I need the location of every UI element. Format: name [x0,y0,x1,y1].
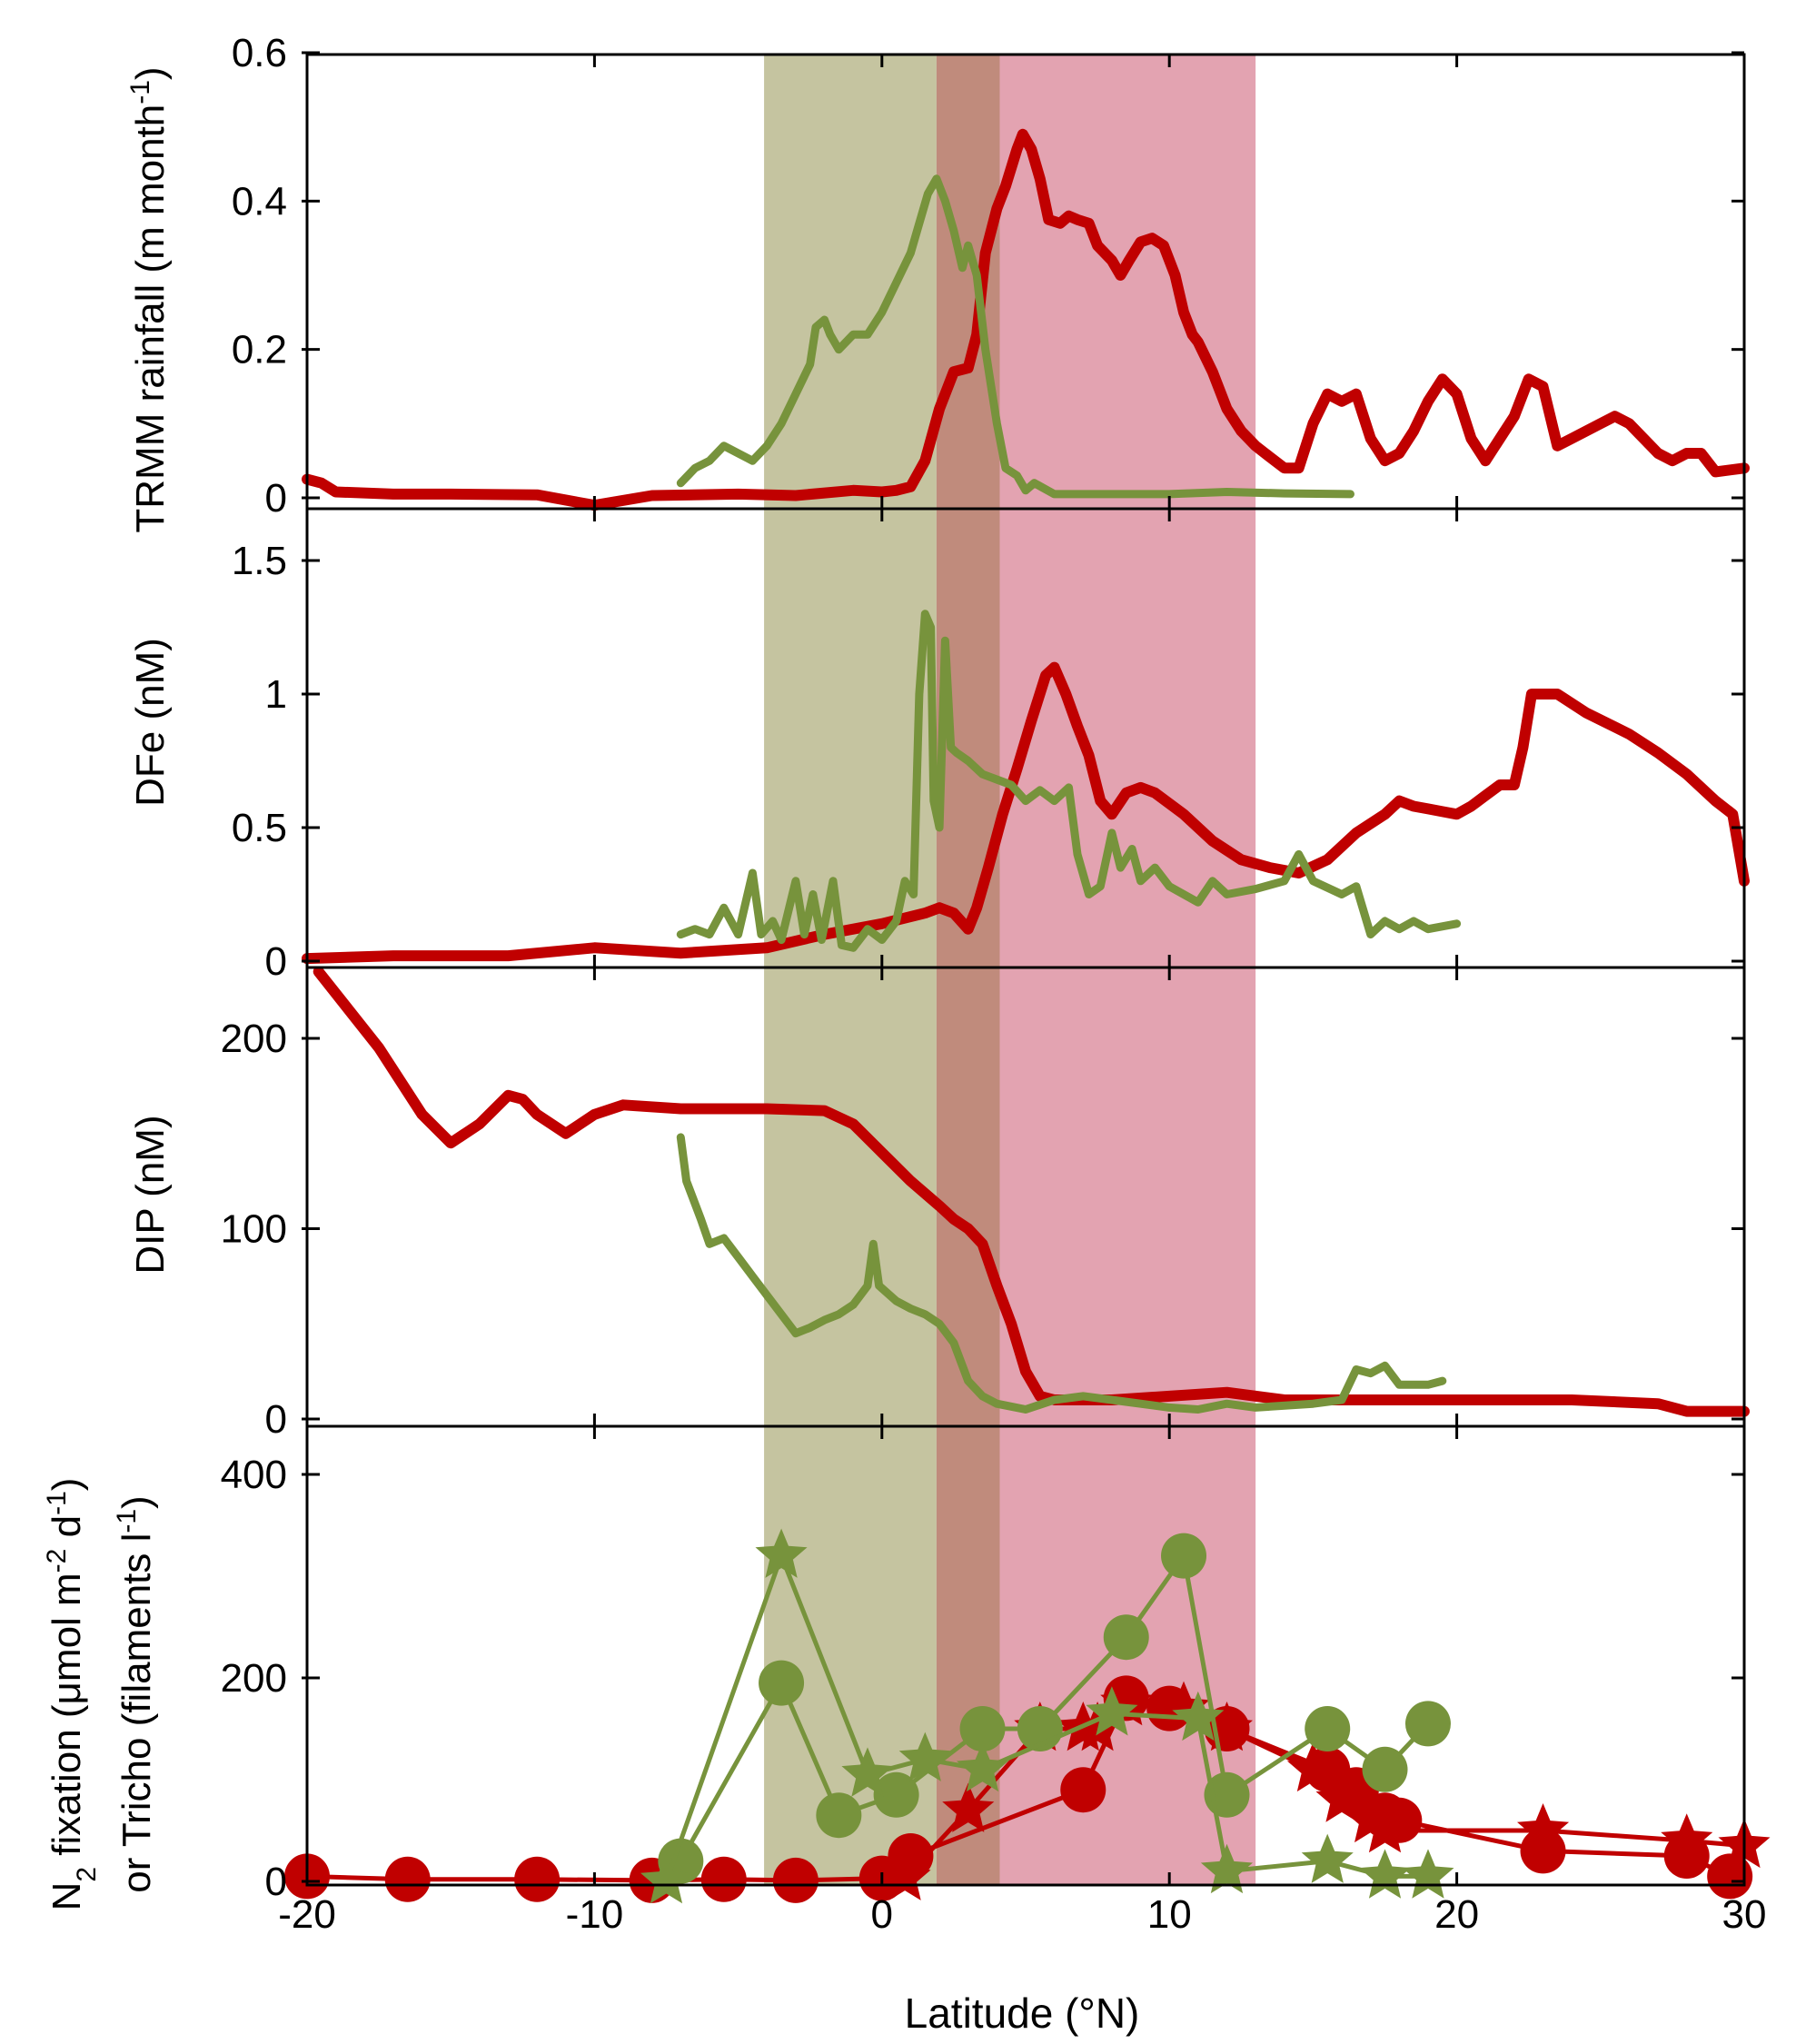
n2fix-red-star-point-9 [1286,1741,1339,1792]
n2fix-green-star-point-3 [841,1747,894,1797]
dfe-y-axis-label: DFe (nM) [128,638,173,807]
n2fix-red-circle-point-9 [1060,1767,1106,1813]
shaded-band-3 [999,55,1256,1885]
n2fix-green-circle-point-11 [1362,1746,1408,1792]
x-axis-label: Latitude (°N) [905,1989,1140,2037]
data-series [284,128,1771,1904]
dfe-series-red-1-line [302,661,1750,965]
n2fix-y-axis-label-line2: or Tricho (filaments l-1) [112,1495,160,1892]
n2fix-y-axis-label: N2 fixation (μmol m-2 d-1) [42,1478,102,1911]
n2fix-red-circle-point-19 [1707,1853,1753,1900]
n2fix-green-circle-point-7 [1103,1614,1149,1661]
n2fix-green-star-point-6 [1086,1686,1138,1736]
dip-series-green-2-line [676,1133,1447,1414]
dfe-y-tick-label-4: 1.5 [232,539,287,583]
n2fix-y-tick-label-2: 200 [221,1656,287,1701]
n2fix-red-circle-point-6 [772,1857,819,1903]
n2fix-red-circle-point-3 [514,1856,561,1902]
panel-rain [302,128,1750,511]
dfe-y-tick-label-3: 1 [265,672,287,717]
x-tick-label-3: 0 [871,1892,893,1937]
rain-y-axis-label: TRMM rainfall (m month-1) [125,66,174,532]
rain-y-tick-label-2: 0.2 [232,328,287,372]
n2fix-red-star-point-5 [1071,1702,1124,1751]
n2fix-y-tick-label-3: 400 [221,1453,287,1497]
x-tick-label-2: -10 [566,1892,624,1937]
n2fix-green-circle-point-12 [1404,1701,1451,1747]
n2fix-green-star-point-8 [1200,1843,1253,1894]
dip-y-axis-label: DIP (nM) [128,1115,173,1274]
dip-y-tick-label-1: 0 [265,1397,287,1442]
panel-dip [313,966,1750,1417]
n2fix-red-star-point-8 [1200,1702,1253,1751]
n2fix-red-star-point-12 [1359,1803,1411,1853]
shaded-band-2 [936,55,1000,1885]
n2fix-green-star-point-10 [1359,1849,1411,1899]
n2fix-green-star-point-7 [1172,1691,1225,1741]
n2fix-green-star-point-4 [898,1731,951,1781]
x-tick-label-4: 10 [1147,1892,1192,1937]
n2fix-red-star-point-14 [1661,1813,1713,1863]
dfe-y-tick-label-1: 0 [265,939,287,984]
shaded-bands [764,55,1256,1885]
rain-y-tick-label-3: 0.4 [232,179,287,223]
n2fix-red-star-point-2 [942,1782,995,1832]
n2fix-green-star-point-1 [640,1854,692,1904]
dip-series-red-1-line [313,966,1750,1417]
x-tick-label-5: 20 [1434,1892,1479,1937]
axes: -20 -10 0 10 20 30 0 0.2 0.4 0.6 0 0.5 1 1.5 0 100 200 0 2… [42,31,1767,1937]
x-tick-label-6: 30 [1722,1892,1767,1937]
dfe-series-green-2-line [676,610,1462,952]
n2fix-green-star-point-2 [755,1528,808,1578]
panel-n2fix [284,1528,1771,1904]
rain-y-tick-label-1: 0 [265,476,287,521]
n2fix-y-tick-label-1: 0 [265,1860,287,1904]
rain-series-red-1-line [302,128,1750,511]
n2fix-red-circle-point-2 [384,1856,431,1902]
n2fix-red-circle-point-5 [700,1856,747,1902]
n2fix-green-circle-point-3 [816,1792,862,1839]
n2fix-green-circle-point-5 [959,1706,1006,1751]
dip-y-tick-label-2: 100 [221,1207,287,1252]
rain-y-tick-label-4: 0.6 [232,31,287,75]
dip-y-tick-label-3: 200 [221,1017,287,1061]
n2fix-green-star-point-11 [1402,1849,1454,1899]
n2fix-green-star-point-5 [957,1741,1009,1792]
n2fix-green-star-point-9 [1301,1833,1354,1883]
shaded-band-1 [764,55,937,1885]
n2fix-red-star-point-1 [878,1851,931,1900]
n2fix-red-star-point-10 [1315,1772,1368,1822]
dfe-y-tick-label-2: 0.5 [232,806,287,850]
panel-dfe [302,610,1750,965]
n2fix-green-circle-point-4 [873,1771,919,1818]
n2fix-green-circle-point-2 [759,1660,805,1706]
n2fix-green-circle-point-10 [1305,1706,1351,1751]
rain-series-green-2-line [676,174,1354,499]
x-tick-label-1: -20 [278,1892,336,1937]
n2fix-green-circle-point-8 [1161,1533,1207,1579]
n2fix-red-star-point-13 [1517,1803,1570,1853]
